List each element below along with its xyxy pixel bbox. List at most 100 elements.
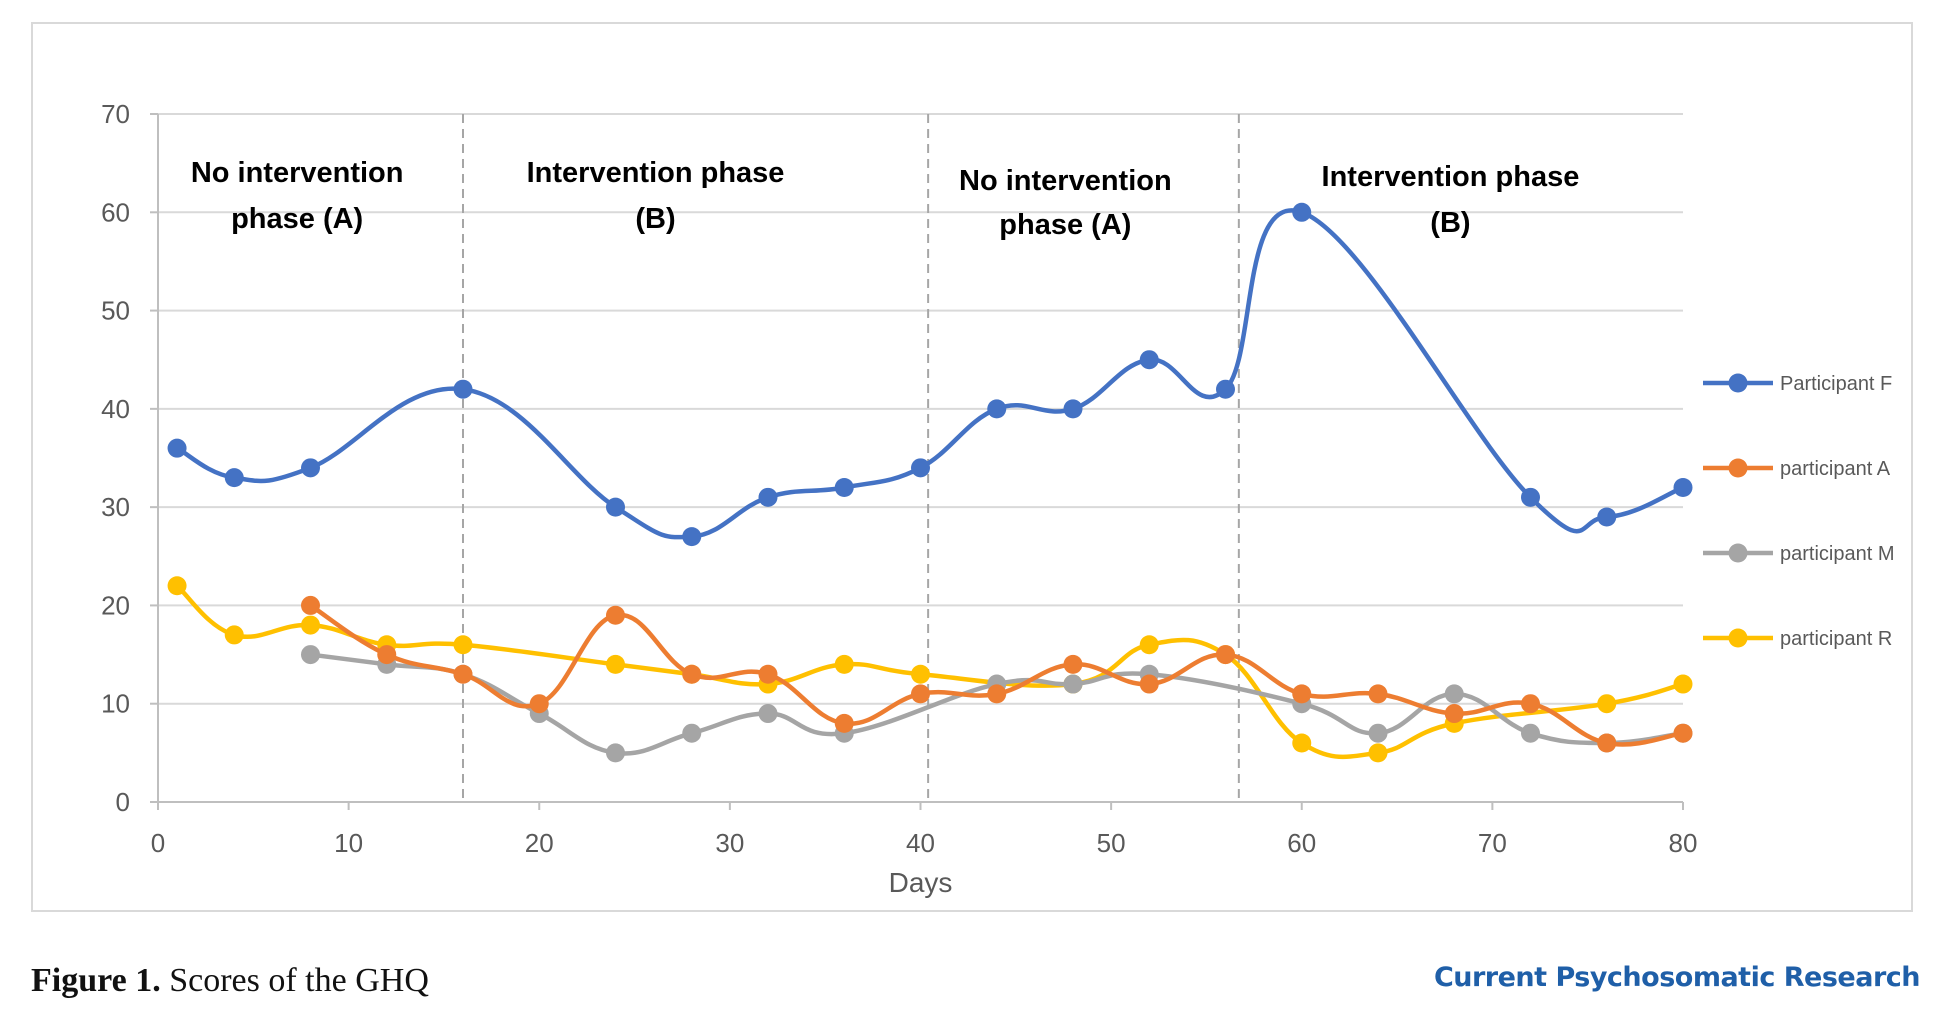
data-point-participant-f <box>1597 507 1617 527</box>
phase-label-line1: Intervention phase <box>1322 161 1580 193</box>
data-point-participant-f <box>1139 350 1159 370</box>
x-tick-label: 70 <box>1478 828 1507 858</box>
legend-marker-participant-a <box>1728 458 1748 478</box>
figure-caption-label: Figure 1. <box>31 962 161 999</box>
data-point-participant-m <box>1063 674 1083 694</box>
phase-label-line2: phase (A) <box>999 209 1131 241</box>
data-point-participant-r <box>834 654 854 674</box>
data-point-participant-f <box>1216 379 1235 399</box>
data-point-participant-a <box>1292 684 1312 704</box>
x-axis-title: Days <box>889 867 953 898</box>
x-tick-label: 20 <box>525 828 554 858</box>
legend-marker-participant-m <box>1728 543 1748 563</box>
data-point-participant-f <box>834 477 854 497</box>
data-point-participant-a <box>911 684 930 704</box>
y-tick-label: 70 <box>101 99 130 129</box>
y-tick-label: 30 <box>101 492 130 522</box>
x-tick-label: 40 <box>906 828 935 858</box>
gridlines <box>158 113 1683 705</box>
data-point-participant-f <box>1292 202 1312 222</box>
legend-label-participant-r: participant R <box>1780 628 1892 650</box>
data-point-participant-a <box>987 684 1007 704</box>
chart-svg: 0 10 20 30 40 50 60 70 0 10 20 30 40 50 60 70 80 Days No … <box>101 99 1895 898</box>
data-point-participant-r <box>224 625 244 645</box>
data-point-participant-f <box>1063 399 1083 419</box>
legend-label-participant-a: participant A <box>1780 458 1891 480</box>
figure-caption-text: Scores of the GHQ <box>169 962 429 999</box>
data-point-participant-r <box>1292 733 1312 753</box>
data-point-participant-r <box>1139 635 1159 655</box>
data-point-participant-a <box>1139 674 1159 694</box>
data-point-participant-a <box>453 664 473 684</box>
legend-marker-participant-r <box>1728 628 1748 648</box>
journal-logo: Current Psychosomatic Research <box>1433 962 1921 993</box>
data-point-participant-m <box>682 723 702 743</box>
data-point-participant-a <box>758 664 778 684</box>
figure-caption: Figure 1. Scores of the GHQ <box>31 962 429 1000</box>
series-line-participant-f <box>175 208 1684 540</box>
data-point-participant-a <box>1444 704 1464 724</box>
axes: 0 10 20 30 40 50 60 70 0 10 20 30 40 50 60 70 80 Days <box>101 99 1697 898</box>
data-point-participant-f <box>682 527 702 547</box>
phase-label-line2: (B) <box>635 203 675 235</box>
chart-area <box>31 22 1913 912</box>
data-point-participant-m <box>1521 723 1540 743</box>
data-point-participant-a <box>1597 733 1617 753</box>
y-tick-label: 60 <box>101 197 130 227</box>
data-point-participant-m <box>1368 723 1388 743</box>
data-point-participant-m <box>758 704 778 724</box>
data-point-participant-a <box>682 664 702 684</box>
data-point-participant-f <box>987 399 1007 419</box>
data-point-participant-f <box>301 458 320 478</box>
y-tick-label: 40 <box>101 394 130 424</box>
data-point-participant-a <box>377 645 397 665</box>
x-tick-label: 50 <box>1097 828 1126 858</box>
data-point-participant-f <box>758 487 778 507</box>
phase-label-line1: No intervention <box>959 165 1172 197</box>
data-point-participant-a <box>301 595 320 615</box>
y-tick-label: 10 <box>101 689 130 719</box>
data-point-participant-a <box>1216 645 1235 665</box>
data-point-participant-a <box>1521 694 1540 714</box>
data-point-participant-r <box>1673 674 1693 694</box>
series-lines <box>167 202 1693 763</box>
data-point-participant-r <box>1368 743 1388 763</box>
data-point-participant-m <box>606 743 625 763</box>
data-point-participant-f <box>606 497 625 517</box>
x-tick-label: 10 <box>334 828 363 858</box>
data-point-participant-m <box>301 645 320 665</box>
x-tick-label: 30 <box>715 828 744 858</box>
data-point-participant-a <box>606 605 625 625</box>
data-point-participant-r <box>167 576 187 596</box>
data-point-participant-f <box>453 379 473 399</box>
legend-label-participant-f: Participant F <box>1780 373 1892 395</box>
phase-label-line1: No intervention <box>191 157 404 189</box>
phase-labels: No intervention phase (A) Intervention pha… <box>191 157 1580 241</box>
x-tick-label: 60 <box>1287 828 1316 858</box>
data-point-participant-r <box>1597 694 1617 714</box>
data-point-participant-m <box>1444 684 1464 704</box>
data-point-participant-a <box>834 713 854 733</box>
data-point-participant-f <box>224 468 244 488</box>
data-point-participant-a <box>529 694 549 714</box>
x-tick-label: 0 <box>151 828 165 858</box>
data-point-participant-r <box>911 664 930 684</box>
legend: Participant F participant A participant M p… <box>1703 373 1895 650</box>
data-point-participant-a <box>1673 723 1693 743</box>
y-tick-label: 0 <box>116 787 130 817</box>
data-point-participant-f <box>911 458 930 478</box>
data-point-participant-a <box>1063 654 1083 674</box>
legend-label-participant-m: participant M <box>1780 543 1895 565</box>
data-point-participant-a <box>1368 684 1388 704</box>
phase-label-line2: phase (A) <box>231 203 363 235</box>
phase-label-line1: Intervention phase <box>527 157 785 189</box>
data-point-participant-f <box>1673 477 1693 497</box>
data-point-participant-r <box>606 654 625 674</box>
data-point-participant-f <box>167 438 187 458</box>
data-point-participant-f <box>1521 487 1540 507</box>
x-tick-label: 80 <box>1669 828 1698 858</box>
legend-marker-participant-f <box>1728 373 1748 393</box>
data-point-participant-r <box>453 635 473 655</box>
y-tick-label: 50 <box>101 296 130 326</box>
y-tick-label: 20 <box>101 590 130 620</box>
